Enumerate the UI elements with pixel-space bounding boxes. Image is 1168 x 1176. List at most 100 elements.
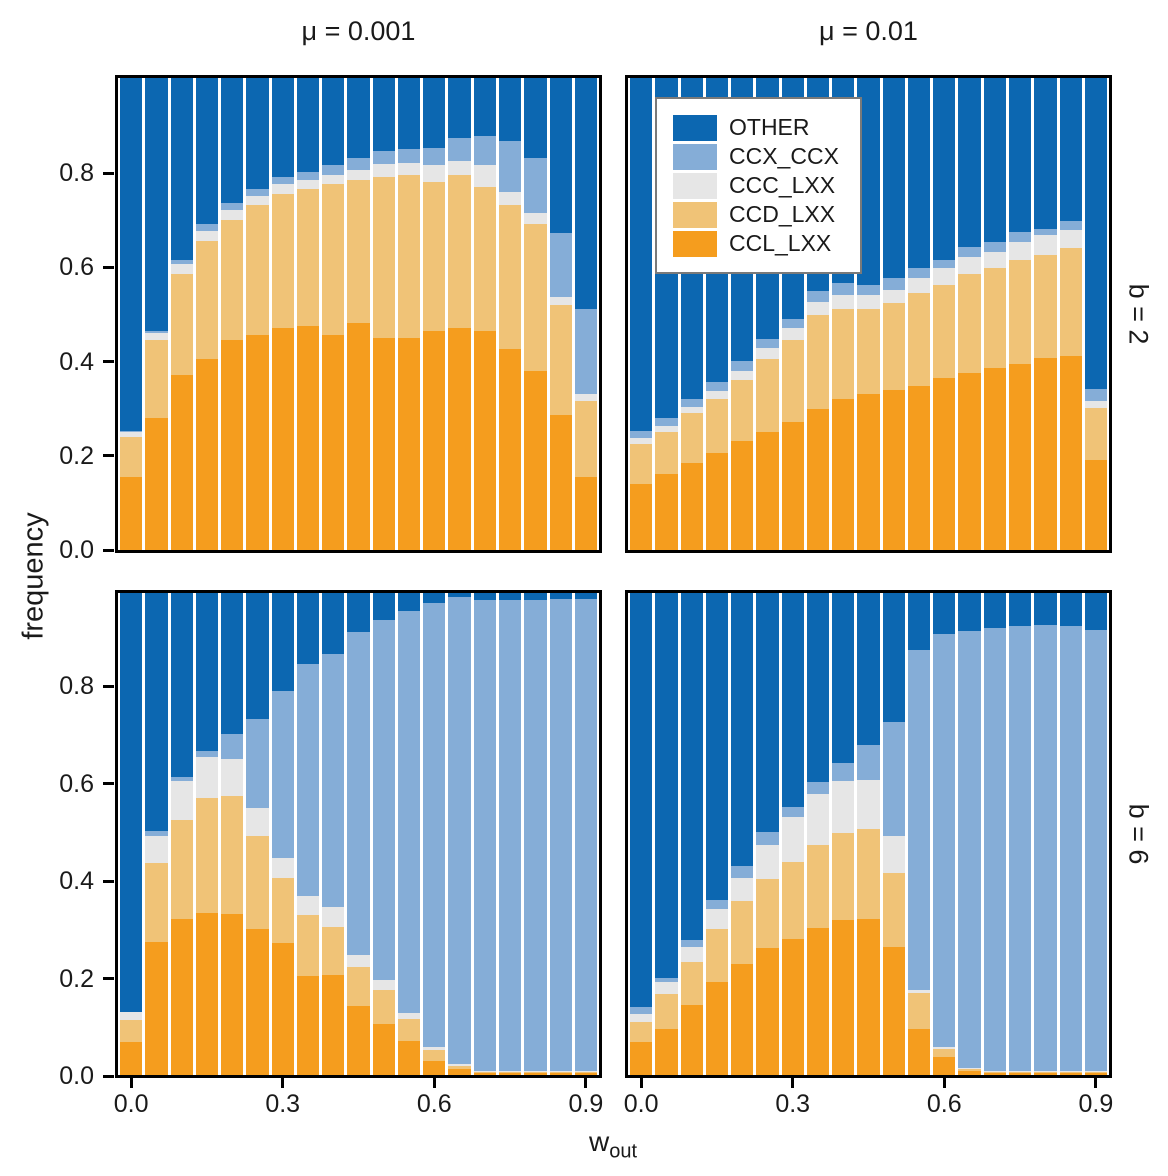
bar-segment-OTHER [857, 78, 880, 285]
bar-segment-CCL_LXX [448, 1069, 471, 1075]
bar-segment-CCL_LXX [1059, 1072, 1082, 1075]
bar-segment-CCD_LXX [832, 832, 855, 920]
x-axis-tick [1094, 1078, 1098, 1088]
bar-segment-OTHER [655, 593, 678, 979]
x-axis-tick [584, 1078, 588, 1088]
bar-segment-CCD_LXX [655, 432, 678, 475]
stacked-bar-x0.5 [372, 593, 395, 1075]
bar-segment-OTHER [630, 593, 653, 1008]
legend-swatch-ccc-lxx [673, 172, 717, 199]
bar-segment-CCL_LXX [322, 974, 345, 1075]
bar-segment-CCX_CCX [170, 776, 193, 782]
bar-segment-CCD_LXX [705, 398, 729, 454]
legend-entry-ccl-lxx: CCL_LXX [673, 230, 860, 257]
bar-segment-CCD_LXX [1059, 248, 1082, 357]
bar-segment-CCL_LXX [832, 919, 855, 1075]
y-axis-tick-label: 0.2 [59, 964, 94, 993]
bar-segment-CCX_CCX [397, 611, 421, 1013]
bar-segment-CCL_LXX [832, 398, 855, 550]
bar-segment-CCC_LXX [655, 426, 678, 433]
bar-segment-CCD_LXX [1059, 1071, 1082, 1073]
bar-segment-OTHER [882, 593, 905, 723]
bar-segment-CCL_LXX [549, 415, 572, 550]
bar-segment-OTHER [882, 78, 905, 279]
bar-segment-CCX_CCX [705, 381, 729, 391]
bar-segment-OTHER [832, 593, 855, 764]
bar-segment-OTHER [473, 593, 496, 601]
bar-segment-CCX_CCX [322, 653, 345, 908]
bar-segment-OTHER [195, 78, 219, 225]
bar-segment-CCL_LXX [731, 964, 754, 1075]
bar-segment-CCL_LXX [246, 929, 269, 1075]
bar-segment-CCC_LXX [655, 982, 678, 995]
bar-segment-CCC_LXX [170, 264, 193, 274]
bar-segment-CCX_CCX [473, 600, 496, 1071]
bar-segment-CCC_LXX [705, 390, 729, 399]
bar-segment-OTHER [246, 593, 269, 720]
stacked-bar-x0.45 [347, 78, 370, 550]
bar-segment-CCC_LXX [221, 210, 244, 220]
bar-segment-CCX_CCX [423, 602, 446, 1047]
bar-segment-CCD_LXX [524, 1072, 547, 1074]
bar-segment-CCL_LXX [680, 462, 703, 550]
bar-segment-CCC_LXX [221, 758, 244, 796]
bar-segment-CCX_CCX [473, 136, 496, 166]
bar-segment-CCL_LXX [933, 1056, 956, 1075]
bar-segment-CCL_LXX [1059, 356, 1082, 550]
y-axis-tick [103, 454, 114, 458]
bar-segment-CCC_LXX [397, 162, 421, 175]
bar-segment-CCC_LXX [296, 179, 320, 189]
bar-segment-CCX_CCX [195, 224, 219, 232]
bar-segment-CCC_LXX [958, 256, 981, 274]
y-axis-tick [103, 1074, 114, 1078]
bar-segment-CCX_CCX [498, 600, 522, 1072]
stacked-bar-x0.35 [296, 78, 320, 550]
bar-segment-CCL_LXX [498, 1073, 522, 1075]
bar-segment-CCX_CCX [574, 598, 598, 1072]
bar-segment-CCD_LXX [731, 901, 754, 965]
bar-segment-CCL_LXX [448, 328, 471, 550]
stacked-bar-x0.8 [524, 593, 547, 1075]
stacked-bar-x0.9 [574, 593, 598, 1075]
bar-segment-CCL_LXX [983, 1072, 1006, 1075]
bar-segment-CCD_LXX [781, 340, 804, 422]
bar-segment-CCX_CCX [271, 691, 294, 859]
bar-segment-CCX_CCX [549, 598, 572, 1072]
bar-segment-CCD_LXX [882, 873, 905, 948]
bar-segment-CCX_CCX [781, 318, 804, 328]
y-axis-tick-label: 0.6 [59, 769, 94, 798]
bar-segment-CCC_LXX [882, 836, 905, 874]
bar-segment-CCL_LXX [705, 982, 729, 1075]
bar-segment-CCC_LXX [781, 817, 804, 862]
bar-segment-CCX_CCX [1059, 220, 1082, 230]
bar-segment-CCD_LXX [933, 1048, 956, 1057]
bar-segment-CCD_LXX [882, 303, 905, 390]
stacked-bar-x0.5 [882, 78, 905, 550]
bar-segment-CCD_LXX [221, 795, 244, 914]
bar-segment-CCL_LXX [907, 1029, 931, 1075]
bar-segment-OTHER [983, 78, 1006, 242]
bar-segment-OTHER [933, 593, 956, 635]
bar-segment-CCL_LXX [857, 394, 880, 550]
bar-segment-CCL_LXX [145, 417, 168, 550]
panel-mu0.001-b2 [115, 75, 602, 553]
y-axis-tick [103, 360, 114, 363]
legend-label: CCL_LXX [729, 230, 832, 256]
stacked-bar-x0.2 [221, 593, 244, 1075]
stacked-bar-x0.4 [322, 593, 345, 1075]
bar-segment-CCC_LXX [933, 268, 956, 285]
bar-segment-CCL_LXX [958, 1071, 981, 1075]
bar-segment-CCX_CCX [655, 978, 678, 983]
bar-segment-CCC_LXX [271, 184, 294, 194]
bar-segment-CCX_CCX [1059, 625, 1082, 1072]
bar-segment-CCD_LXX [680, 962, 703, 1005]
bar-segment-CCX_CCX [680, 940, 703, 948]
stacked-bar-x0.1 [170, 78, 193, 550]
bar-segment-CCC_LXX [322, 907, 345, 928]
facet-row-strip-b6: b = 6 [1123, 803, 1154, 865]
stacked-bar-x0.85 [549, 78, 572, 550]
bar-segment-CCC_LXX [473, 165, 496, 187]
bar-segment-CCC_LXX [832, 295, 855, 310]
legend-label: CCD_LXX [729, 201, 836, 227]
bar-segment-CCC_LXX [630, 438, 653, 444]
